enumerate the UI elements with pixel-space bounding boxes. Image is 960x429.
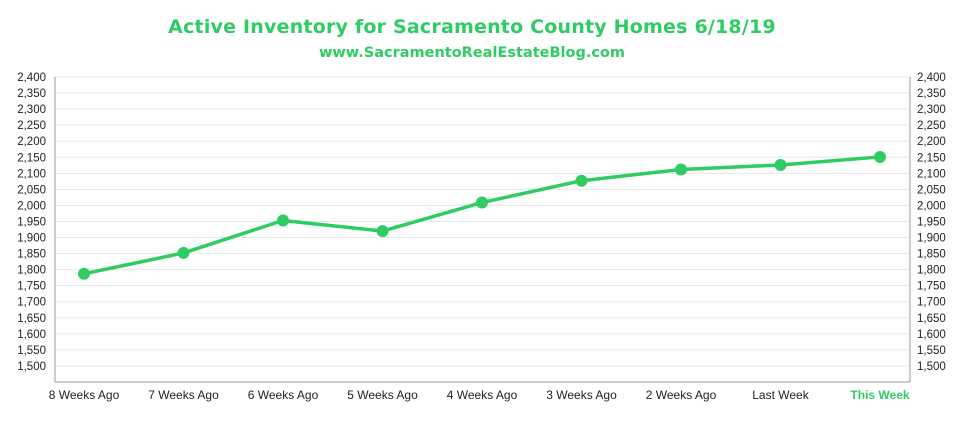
x-tick-label: 5 Weeks Ago (347, 388, 418, 402)
data-point (675, 163, 687, 176)
y-tick-label-left: 2,100 (17, 168, 46, 180)
chart-title: Active Inventory for Sacramento County H… (168, 16, 776, 38)
grid-lines (55, 76, 910, 367)
y-tick-label-right: 1,650 (917, 313, 946, 325)
data-point (177, 246, 190, 259)
y-tick-label-right: 1,950 (917, 216, 946, 228)
y-tick-label-left: 2,000 (17, 200, 46, 212)
data-point (277, 214, 289, 227)
x-tick-label: 4 Weeks Ago (447, 388, 518, 402)
axes (54, 77, 911, 383)
data-point (78, 267, 90, 280)
y-axis-left-labels: 2,400 2,350 2,300 2,250 2,200 2,150 2,100 2,050… (17, 72, 46, 373)
y-tick-label-right: 2,400 (917, 72, 946, 84)
series-line (82, 155, 882, 276)
y-tick-label-left: 2,150 (17, 152, 46, 164)
y-tick-label-left: 1,750 (17, 281, 46, 293)
y-tick-label-right: 1,750 (917, 281, 946, 293)
y-tick-label-left: 2,200 (17, 136, 46, 148)
y-tick-label-left: 1,850 (17, 249, 46, 261)
series-inventory (78, 150, 886, 280)
x-tick-label: 6 Weeks Ago (248, 388, 319, 402)
y-tick-label-right: 2,250 (917, 120, 946, 132)
y-tick-label-right: 1,850 (917, 249, 946, 261)
y-tick-label-right: 2,150 (917, 152, 946, 164)
x-tick-label: 8 Weeks Ago (49, 388, 120, 402)
y-tick-label-left: 2,300 (17, 104, 46, 116)
x-tick-label: 3 Weeks Ago (546, 388, 617, 402)
y-tick-label-left: 1,950 (17, 216, 46, 228)
data-point (575, 174, 588, 187)
y-tick-label-right: 1,550 (917, 345, 946, 357)
data-point (774, 158, 787, 171)
y-tick-label-left: 1,550 (17, 345, 46, 357)
y-tick-label-left: 1,800 (17, 265, 46, 277)
data-point (376, 225, 389, 238)
y-tick-label-right: 2,350 (917, 88, 946, 100)
y-tick-label-left: 2,250 (17, 120, 46, 132)
y-tick-label-right: 2,200 (917, 136, 946, 148)
y-tick-label-left: 1,900 (17, 233, 46, 245)
y-tick-label-right: 1,700 (917, 297, 946, 309)
y-tick-label-left: 2,400 (17, 72, 46, 84)
x-tick-label: This Week (850, 388, 909, 402)
y-tick-label-right: 2,000 (917, 200, 946, 212)
y-tick-label-right: 2,300 (917, 104, 946, 116)
y-axis-right-labels: 2,400 2,350 2,300 2,250 2,200 2,150 2,100 2,050… (917, 72, 946, 373)
y-tick-label-right: 2,050 (917, 184, 946, 196)
data-point (476, 196, 488, 209)
chart-subtitle: www.SacramentoRealEstateBlog.com (319, 45, 625, 61)
y-tick-label-left: 1,650 (17, 313, 46, 325)
y-tick-label-right: 1,900 (917, 233, 946, 245)
y-tick-label-right: 1,500 (917, 361, 946, 373)
data-point (874, 150, 886, 163)
x-tick-label: 2 Weeks Ago (646, 388, 717, 402)
y-tick-label-right: 1,600 (917, 329, 946, 341)
y-tick-label-right: 1,800 (917, 265, 946, 277)
y-tick-label-left: 1,600 (17, 329, 46, 341)
x-axis-labels: 8 Weeks Ago 7 Weeks Ago 6 Weeks Ago 5 Weeks… (49, 388, 910, 402)
x-tick-label: 7 Weeks Ago (148, 388, 219, 402)
y-tick-label-left: 2,050 (17, 184, 46, 196)
y-tick-label-left: 1,500 (17, 361, 46, 373)
y-tick-label-left: 1,700 (17, 297, 46, 309)
x-tick-label: Last Week (752, 388, 809, 402)
y-tick-label-left: 2,350 (17, 88, 46, 100)
y-tick-label-right: 2,100 (917, 168, 946, 180)
